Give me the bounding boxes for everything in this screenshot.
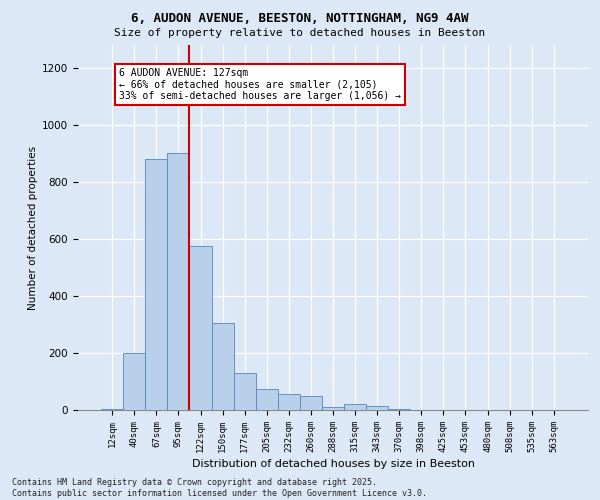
Bar bbox=[101, 408, 123, 410]
Bar bbox=[322, 407, 344, 410]
X-axis label: Distribution of detached houses by size in Beeston: Distribution of detached houses by size … bbox=[191, 459, 475, 469]
Bar bbox=[123, 353, 145, 410]
Text: 6 AUDON AVENUE: 127sqm
← 66% of detached houses are smaller (2,105)
33% of semi-: 6 AUDON AVENUE: 127sqm ← 66% of detached… bbox=[119, 68, 401, 101]
Y-axis label: Number of detached properties: Number of detached properties bbox=[28, 146, 38, 310]
Bar bbox=[256, 388, 278, 410]
Bar bbox=[212, 323, 233, 410]
Bar bbox=[366, 406, 388, 410]
Text: Size of property relative to detached houses in Beeston: Size of property relative to detached ho… bbox=[115, 28, 485, 38]
Bar bbox=[300, 396, 322, 410]
Text: Contains HM Land Registry data © Crown copyright and database right 2025.
Contai: Contains HM Land Registry data © Crown c… bbox=[12, 478, 427, 498]
Bar bbox=[190, 246, 212, 410]
Bar bbox=[233, 373, 256, 410]
Bar bbox=[344, 404, 366, 410]
Bar bbox=[278, 394, 300, 410]
Text: 6, AUDON AVENUE, BEESTON, NOTTINGHAM, NG9 4AW: 6, AUDON AVENUE, BEESTON, NOTTINGHAM, NG… bbox=[131, 12, 469, 26]
Bar bbox=[167, 154, 190, 410]
Bar bbox=[145, 159, 167, 410]
Bar bbox=[388, 409, 410, 410]
